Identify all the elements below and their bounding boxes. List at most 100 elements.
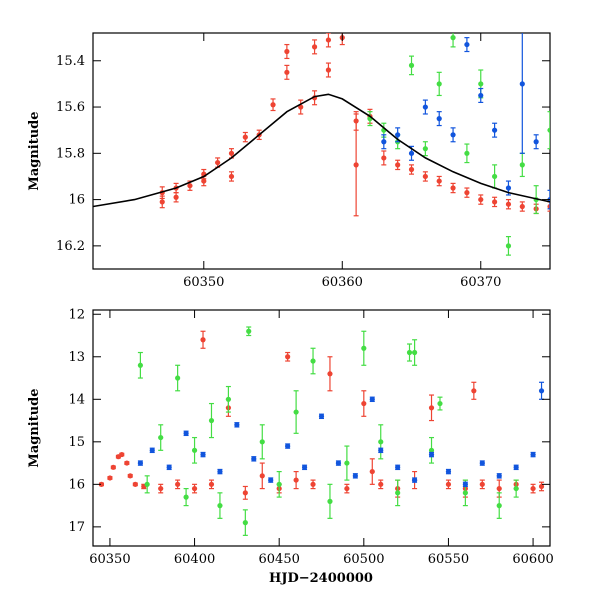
blue-data-point <box>166 464 172 470</box>
green-data-point <box>519 162 525 168</box>
bottom-panel: 60350 60400 60450 60500 60550 60600 12 13 14 15 16… <box>27 307 554 586</box>
x-tick-label: 60500 <box>343 552 384 567</box>
green-data-point <box>217 503 223 509</box>
blue-data-point <box>301 464 308 470</box>
green-data-point <box>344 460 350 466</box>
green-data-point <box>293 409 299 415</box>
red-data-point <box>173 194 179 200</box>
red-data-point <box>98 481 105 487</box>
blue-data-point <box>492 127 498 133</box>
green-data-point <box>411 349 418 356</box>
blue-data-point <box>496 473 502 479</box>
red-data-point <box>228 150 235 156</box>
blue-data-point <box>428 451 435 458</box>
red-data-point <box>228 173 235 180</box>
green-data-point <box>208 417 215 424</box>
green-data-point <box>464 150 470 156</box>
green-data-point <box>259 439 265 445</box>
red-data-point <box>110 464 116 470</box>
green-data-point <box>378 439 384 445</box>
x-tick-label: 60550 <box>428 552 469 567</box>
red-data-point <box>361 400 367 407</box>
red-data-point <box>471 388 477 394</box>
blue-data-point <box>464 41 470 48</box>
green-data-point <box>225 396 232 402</box>
blue-data-point <box>149 447 155 453</box>
red-data-point <box>422 173 428 180</box>
red-data-point <box>325 37 332 43</box>
red-data-point <box>369 468 375 475</box>
red-data-point <box>445 481 452 487</box>
y-tick-label: 13 <box>68 350 85 365</box>
green-data-point <box>547 127 550 133</box>
bottom-panel-ylabel: Magnitude <box>27 388 42 467</box>
blue-data-point <box>422 104 428 110</box>
red-data-point <box>200 337 206 343</box>
green-data-point <box>505 243 512 249</box>
blue-data-point <box>335 460 342 466</box>
green-data-point <box>276 481 282 487</box>
top-panel: 60350 60360 60370 15.4 15.6 15.8 16 16.2 Magnit… <box>27 32 551 290</box>
y-tick-label: 15.4 <box>56 54 85 69</box>
x-tick-label: 60370 <box>460 275 501 290</box>
red-data-point <box>124 460 130 466</box>
red-data-point <box>201 178 207 184</box>
green-data-point <box>436 81 442 87</box>
blue-data-point <box>378 447 384 453</box>
red-data-point <box>478 196 484 203</box>
blue-data-point <box>137 460 143 466</box>
x-tick-label: 60360 <box>322 275 363 290</box>
red-data-point <box>538 483 545 490</box>
red-data-point <box>293 477 299 483</box>
blue-data-point <box>183 430 189 436</box>
red-data-point <box>408 166 415 173</box>
red-data-point <box>132 481 138 487</box>
blue-data-point <box>530 451 536 458</box>
red-data-point <box>530 485 536 492</box>
green-data-point <box>408 62 415 68</box>
top-panel-plot-area <box>93 33 550 256</box>
bottom-panel-ticks: 60350 60400 60450 60500 60550 60600 12 13 14 15 16… <box>68 307 553 567</box>
model-curve <box>93 93 550 208</box>
red-data-point <box>191 485 198 492</box>
blue-data-point <box>436 116 442 122</box>
green-data-point <box>144 481 150 487</box>
green-data-point <box>327 498 333 504</box>
green-data-point <box>478 81 484 87</box>
bottom-panel-xlabel: HJD−2400000 <box>269 571 373 586</box>
red-data-point <box>242 134 248 140</box>
green-data-point <box>361 345 367 351</box>
y-tick-label: 16 <box>68 193 85 208</box>
blue-data-point <box>408 150 415 156</box>
green-data-point <box>492 173 498 180</box>
red-data-point <box>159 199 165 205</box>
red-data-point <box>327 371 333 377</box>
red-data-point <box>381 155 387 161</box>
y-tick-label: 12 <box>68 307 85 322</box>
red-data-point <box>428 405 435 411</box>
blue-data-point <box>513 464 519 470</box>
y-tick-label: 17 <box>68 520 85 535</box>
red-data-point <box>259 473 265 479</box>
blue-data-point <box>395 464 401 470</box>
red-data-point <box>270 102 276 108</box>
blue-data-point <box>381 139 387 145</box>
y-tick-label: 15.8 <box>56 146 85 161</box>
green-data-point <box>437 400 443 407</box>
x-tick-label: 60350 <box>89 552 130 567</box>
blue-data-point <box>251 456 257 462</box>
top-panel-ylabel: Magnitude <box>27 111 42 190</box>
red-data-point <box>311 44 318 50</box>
red-data-point <box>215 159 221 166</box>
y-tick-label: 16 <box>68 477 85 492</box>
x-tick-label: 60600 <box>512 552 553 567</box>
green-data-point <box>242 520 248 526</box>
red-data-point <box>284 69 290 75</box>
blue-data-point <box>462 481 468 487</box>
green-data-point <box>428 447 435 453</box>
green-data-point <box>310 358 316 364</box>
green-data-point <box>450 35 456 41</box>
red-data-point <box>158 485 164 492</box>
red-data-point <box>519 203 525 210</box>
